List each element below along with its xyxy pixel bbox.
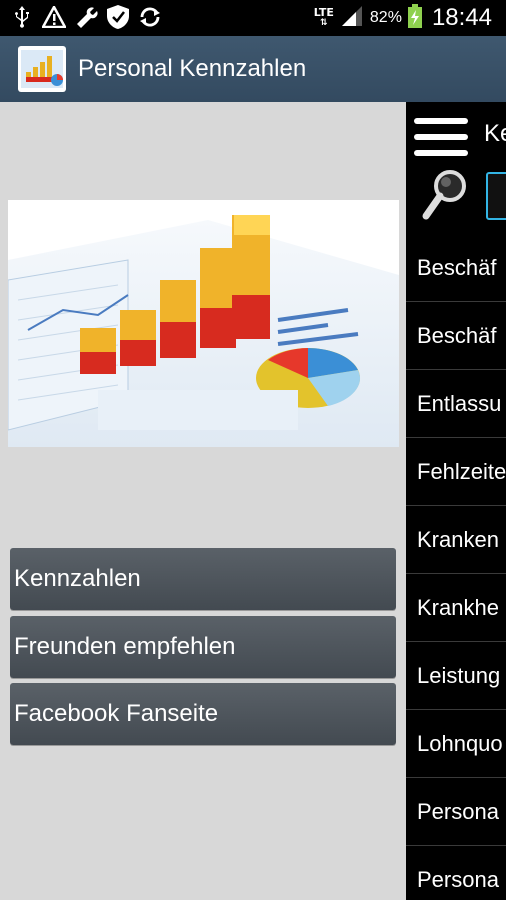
signal-icon bbox=[340, 5, 364, 31]
navigation-drawer: Ke Beschäf Beschäf Entlassu Fehlzeite Kr… bbox=[406, 102, 506, 900]
drawer-header: Ke bbox=[406, 102, 506, 168]
search-icon[interactable] bbox=[420, 168, 470, 226]
drawer-item[interactable]: Beschäf bbox=[406, 302, 506, 370]
drawer-item[interactable]: Persona bbox=[406, 778, 506, 846]
notification-icons bbox=[10, 4, 162, 30]
hero-chart-image bbox=[8, 200, 399, 447]
kennzahlen-button[interactable]: Kennzahlen bbox=[10, 548, 396, 610]
drawer-item[interactable]: Leistung bbox=[406, 642, 506, 710]
drawer-item[interactable]: Beschäf bbox=[406, 234, 506, 302]
status-bar: LTE ⇅ 82% 18:44 bbox=[0, 0, 506, 36]
chart-app-logo-icon[interactable] bbox=[18, 46, 66, 92]
drawer-item[interactable]: Entlassu bbox=[406, 370, 506, 438]
network-type: LTE ⇅ bbox=[313, 6, 334, 28]
drawer-title: Ke bbox=[484, 120, 506, 147]
system-indicators: LTE ⇅ 82% 18:44 bbox=[314, 0, 492, 36]
usb-icon bbox=[10, 4, 34, 30]
drawer-item[interactable]: Lohnquo bbox=[406, 710, 506, 778]
wrench-icon bbox=[74, 4, 98, 30]
drawer-item[interactable]: Krankhe bbox=[406, 574, 506, 642]
drawer-item[interactable]: Persona bbox=[406, 846, 506, 900]
drawer-search bbox=[406, 168, 506, 232]
hamburger-menu-icon[interactable] bbox=[412, 116, 470, 162]
recommend-friends-button[interactable]: Freunden empfehlen bbox=[10, 616, 396, 678]
warning-icon bbox=[42, 4, 66, 30]
facebook-fanpage-button[interactable]: Facebook Fanseite bbox=[10, 683, 396, 745]
main-content: Kennzahlen Freunden empfehlen Facebook F… bbox=[0, 102, 406, 900]
drawer-item[interactable]: Kranken bbox=[406, 506, 506, 574]
clock: 18:44 bbox=[431, 4, 492, 31]
app-title: Personal Kennzahlen bbox=[78, 55, 307, 82]
app-bar: Personal Kennzahlen bbox=[0, 36, 506, 102]
sync-icon bbox=[138, 4, 162, 30]
search-input[interactable] bbox=[486, 172, 506, 220]
drawer-item[interactable]: Fehlzeite bbox=[406, 438, 506, 506]
shield-icon bbox=[106, 4, 130, 30]
drawer-list: Beschäf Beschäf Entlassu Fehlzeite Krank… bbox=[406, 234, 506, 900]
battery-percent: 82% bbox=[369, 9, 402, 26]
battery-charging-icon bbox=[407, 4, 422, 32]
